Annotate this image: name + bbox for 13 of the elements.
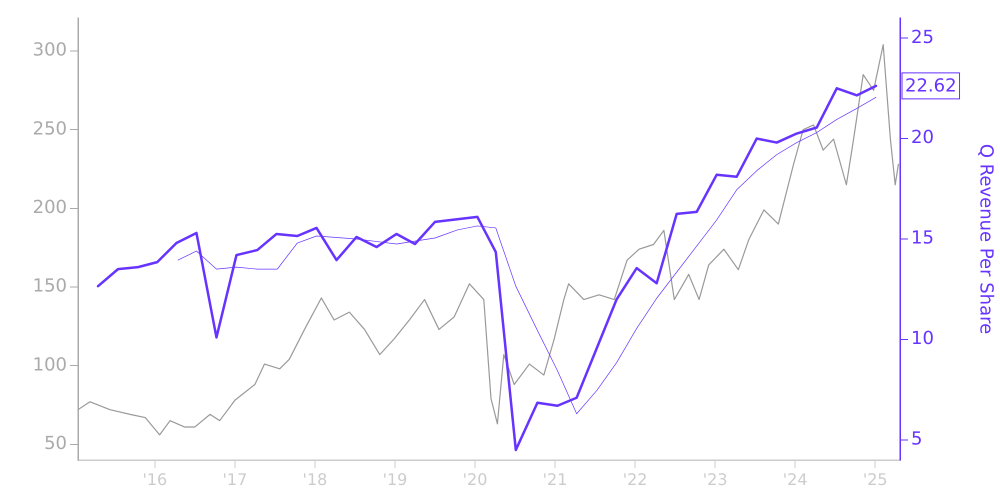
y2-tick-label: 20 <box>911 127 934 148</box>
y2-axis-title: Q Revenue Per Share <box>976 144 997 334</box>
y2-tick-label: 25 <box>911 26 934 48</box>
y-tick-label: 150 <box>32 276 67 297</box>
y2-tick-label: 5 <box>911 428 922 450</box>
y-tick-label: 50 <box>44 432 67 454</box>
y-tick-label: 300 <box>32 40 67 61</box>
y-tick-label: 200 <box>32 197 67 218</box>
y-tick-label: 100 <box>32 354 67 376</box>
y2-tick-label: 15 <box>911 228 934 249</box>
y2-tick-label: 10 <box>911 328 934 350</box>
y-tick-label: 250 <box>32 118 67 140</box>
data-label: 22.62 <box>905 76 957 97</box>
